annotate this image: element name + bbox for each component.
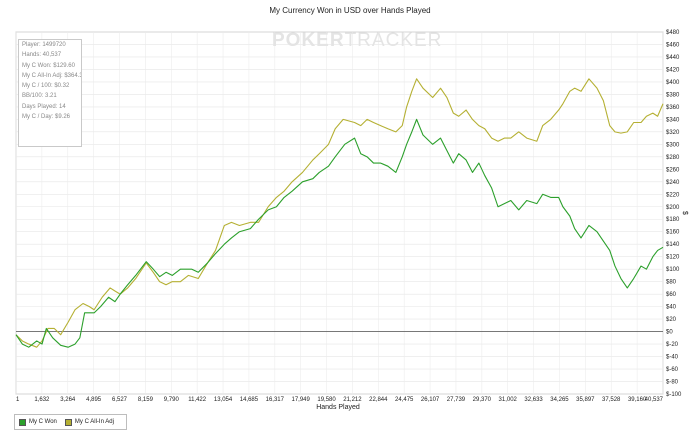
y-tick-label: $200 [666,205,680,211]
x-tick-label: 22,844 [369,397,388,403]
y-tick-label: $80 [666,280,677,286]
chart-title: My Currency Won in USD over Hands Played [269,6,431,15]
y-tick-label: $40 [666,305,677,311]
y-tick-label: $320 [666,130,680,136]
series-line-my-c-all-in-adj [15,78,664,348]
y-tick-label: $0 [666,330,673,336]
y-tick-label: $-60 [666,367,679,373]
x-tick-label: 31,002 [499,397,518,403]
watermark-strong: POKER [272,30,345,51]
y-tick-label: $120 [666,255,680,261]
x-tick-label: 4,895 [86,397,102,403]
y-tick-label: $20 [666,317,677,323]
y-tick-label: $440 [666,55,680,61]
y-tick-label: $140 [666,242,680,248]
y-tick-label: $340 [666,117,680,123]
plot-frame [15,31,664,395]
x-tick-label: 35,897 [576,397,595,403]
x-tick-label: 19,580 [317,397,336,403]
y-tick-label: $160 [666,230,680,236]
legend-item-allin[interactable]: My C All-In Adj [64,418,114,426]
x-tick-label: 27,739 [447,397,466,403]
x-tick-label: 24,475 [395,397,414,403]
x-tick-label: 26,107 [421,397,440,403]
x-tick-label: 3,264 [60,397,76,403]
x-tick-label: 1 [16,397,20,403]
series-line-my-c-won [15,118,664,348]
stats-box: Player: 1499720 Hands: 40,537 My C Won: … [18,39,82,147]
y-tick-label: $380 [666,92,680,98]
y-tick-label: $460 [666,42,680,48]
stat-player: Player: 1499720 [22,42,66,48]
legend-item-won[interactable]: My C Won [19,418,57,426]
y-tick-label: $360 [666,105,680,111]
stat-bb-100: BB/100: 3.21 [22,93,57,100]
y-tick-label: $60 [666,292,677,298]
legend-label-won: My C Won [29,419,57,425]
stat-days: Days Played: 14 [22,103,66,110]
x-tick-label: 32,633 [524,397,543,403]
stat-allin-adj: My C All-In Adj: $364.31 [22,72,81,79]
y-tick-label: $280 [666,155,680,161]
x-tick-label: 29,370 [473,397,492,403]
x-tick-label: 6,527 [112,397,128,403]
y-tick-label: $-100 [666,392,682,398]
x-tick-label: 8,159 [138,397,154,403]
y-axis-ticks: $480 $460 $440 $420 $400 $380 $360 $340 $320 $300… [666,30,682,398]
y-tick-label: $180 [666,217,680,223]
y-tick-label: $-40 [666,355,679,361]
grid-lines [15,31,664,395]
y-tick-label: $420 [666,67,680,73]
x-axis-label: Hands Played [316,404,360,411]
x-tick-label: 40,537 [645,397,664,403]
x-tick-label: 37,528 [602,397,621,403]
stat-per-100: My C / 100: $0.32 [22,83,70,90]
x-tick-label: 17,949 [292,397,311,403]
watermark-light: TRACKER [344,30,443,51]
x-tick-label: 16,317 [266,397,285,403]
x-tick-label: 34,265 [550,397,569,403]
legend-label-allin: My C All-In Adj [74,419,114,425]
chart-legend: My C Won My C All-In Adj [14,414,127,430]
series-lines [15,78,664,348]
y-tick-label: $-80 [666,380,679,386]
pokertracker-watermark-logo: POKERTRACKER [272,30,442,52]
y-tick-label: $300 [666,142,680,148]
x-axis-ticks: 1 1,632 3,264 4,895 6,527 8,159 9,790 11,422 13,… [16,397,664,403]
legend-swatch-won [19,418,26,426]
x-tick-label: 1,632 [34,397,50,403]
stat-hands: Hands: 40,537 [22,52,62,59]
y-tick-label: $400 [666,80,680,86]
y-tick-label: $240 [666,180,680,186]
y-tick-label: $220 [666,192,680,198]
y-tick-label: $260 [666,167,680,173]
y-axis-label: $ [681,211,688,215]
x-tick-label: 39,160 [628,397,647,403]
x-tick-label: 21,212 [343,397,362,403]
stat-per-day: My C / Day: $9.26 [22,114,71,121]
legend-swatch-allin [64,418,72,426]
y-tick-label: $100 [666,267,680,273]
stat-won: My C Won: $129.60 [22,62,75,69]
x-tick-label: 14,685 [240,397,259,403]
x-tick-label: 9,790 [164,397,180,403]
y-tick-label: $-20 [666,342,679,348]
x-tick-label: 11,422 [188,397,207,403]
y-tick-label: $480 [666,30,680,36]
x-tick-label: 13,054 [214,397,233,403]
